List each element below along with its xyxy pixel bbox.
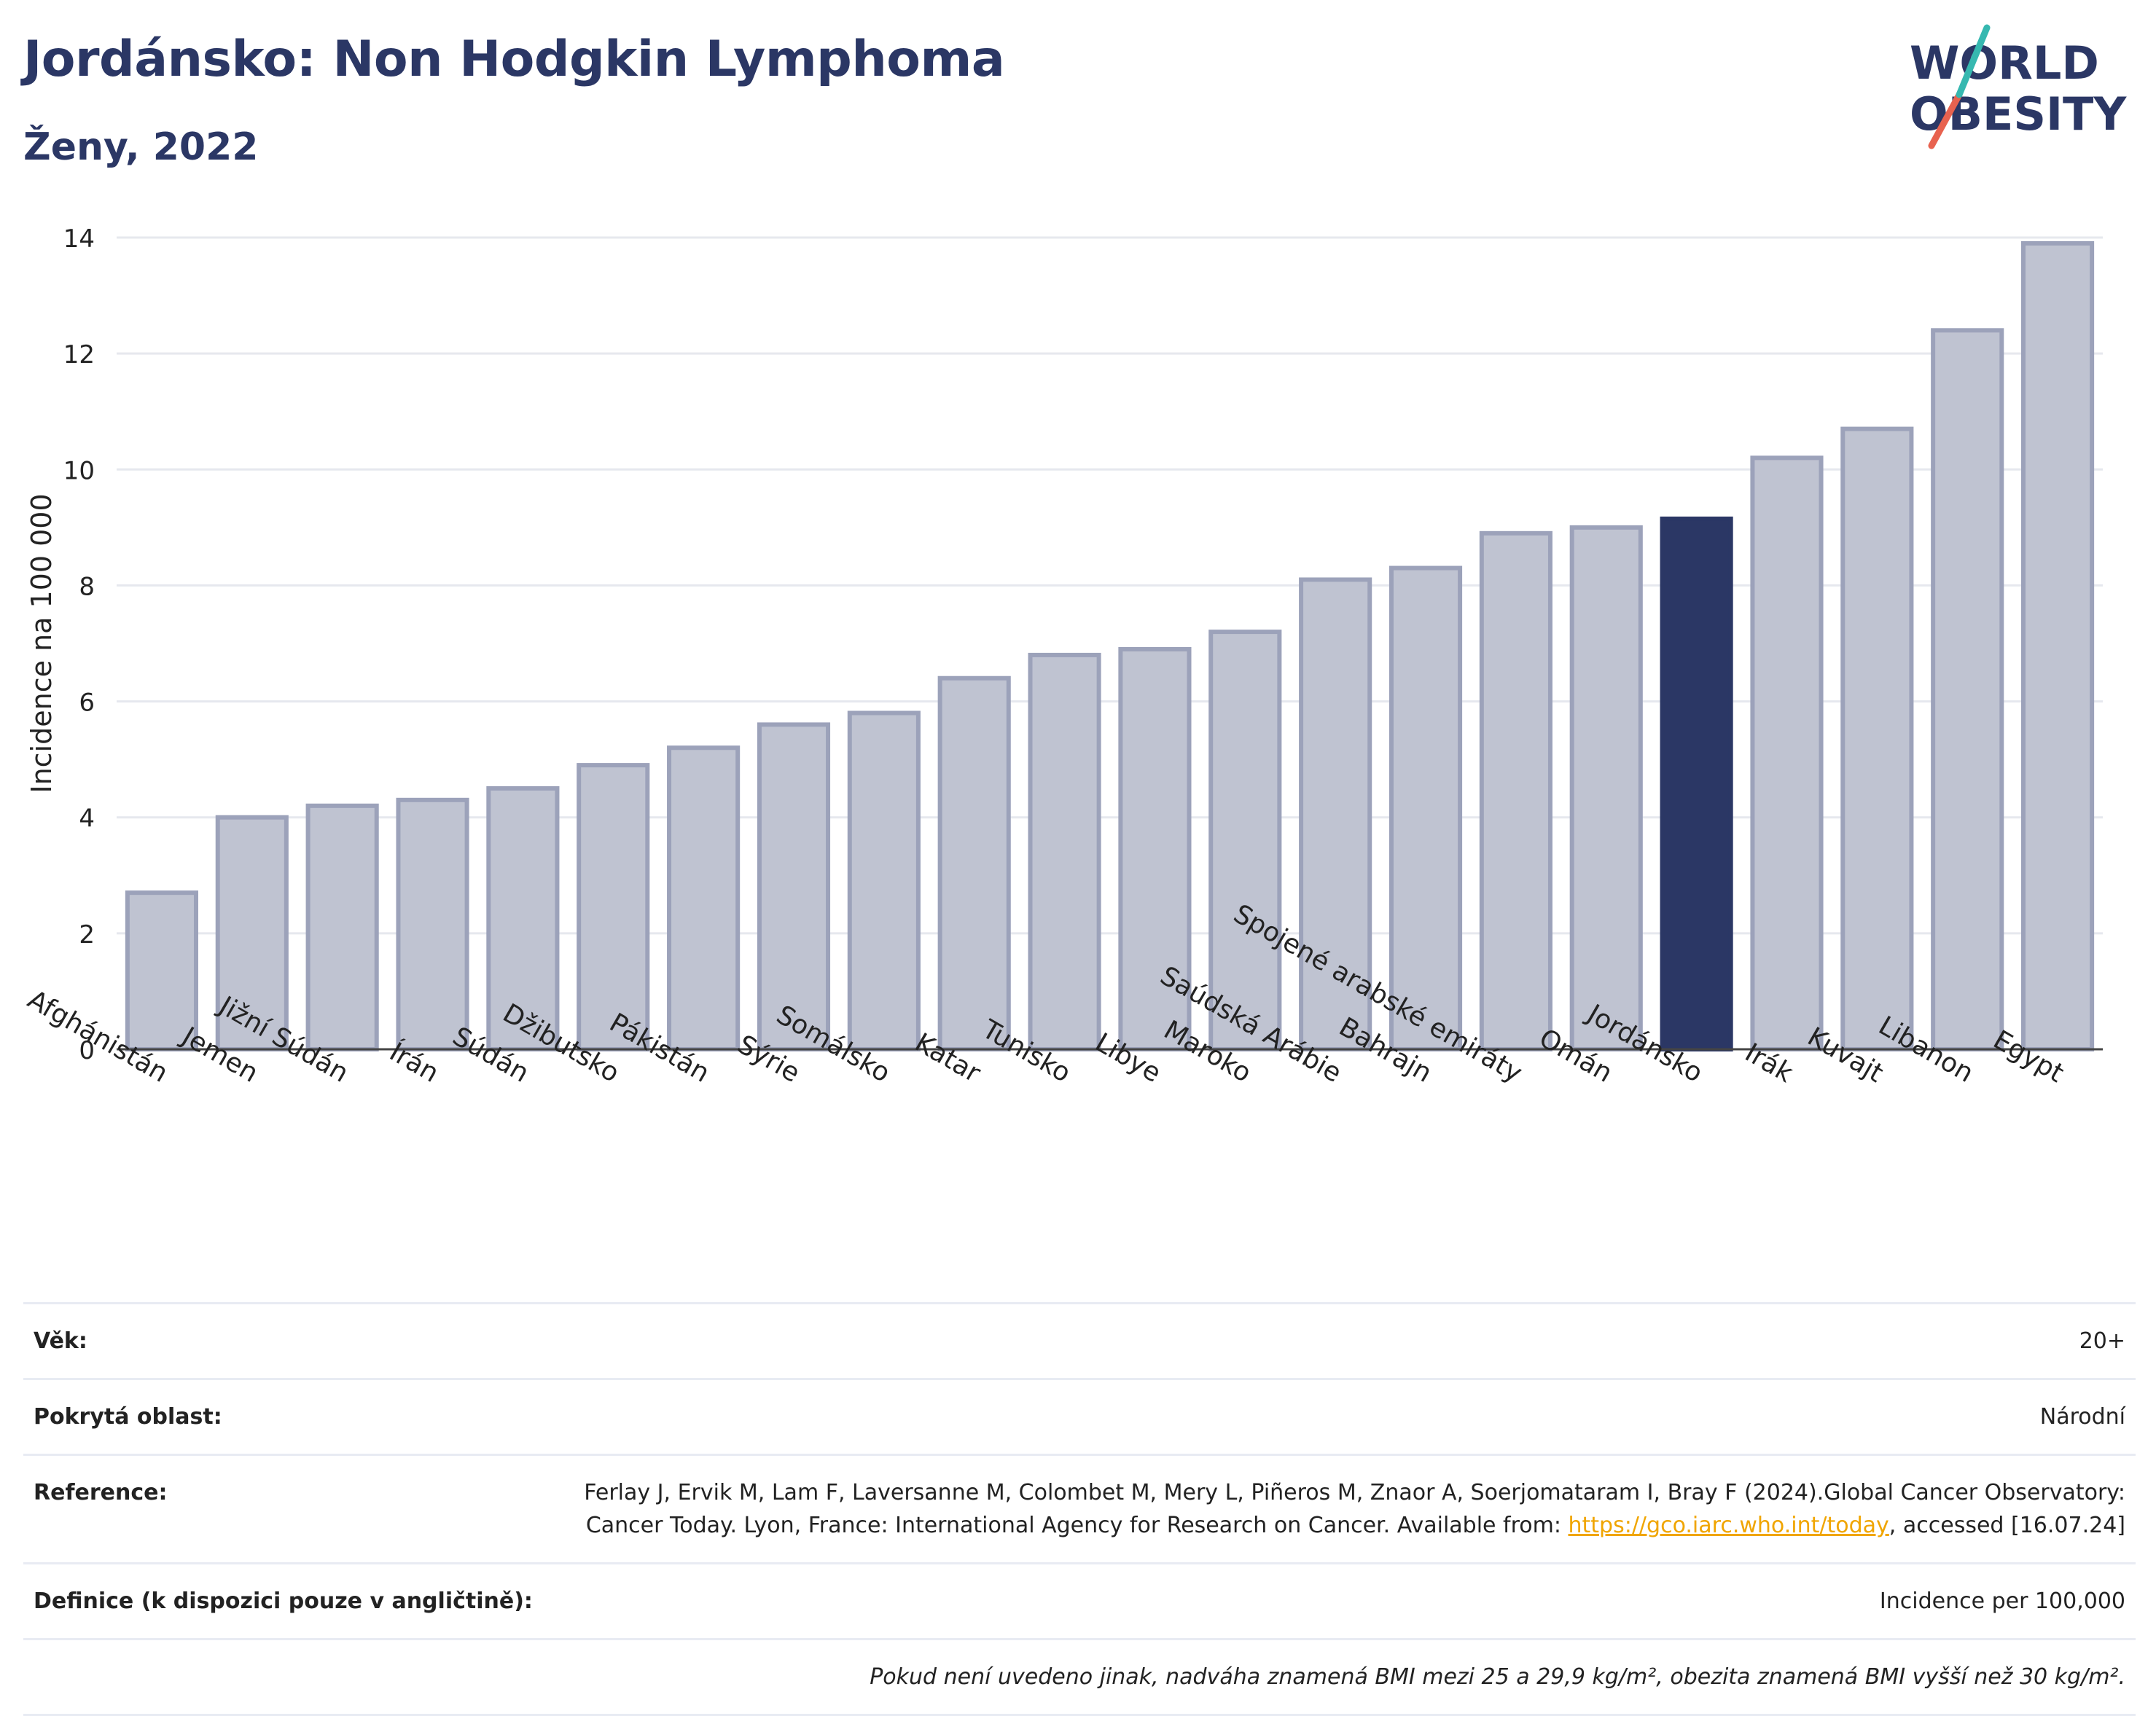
area-value: Národní	[569, 1378, 2136, 1455]
bar	[847, 710, 921, 1051]
info-table: Věk: 20+ Pokrytá oblast: Národní Referen…	[23, 1302, 2136, 1716]
info-row-definition: Definice (k dispozici pouze v angličtině…	[23, 1562, 2136, 1639]
info-row-area: Pokrytá oblast: Národní	[23, 1378, 2136, 1455]
bar-highlighted	[1660, 516, 1733, 1051]
definition-value: Incidence per 100,000	[569, 1562, 2136, 1639]
y-tick-label: 8	[79, 572, 95, 601]
y-tick-label: 0	[79, 1036, 95, 1065]
y-tick-label: 10	[63, 456, 95, 485]
info-row-age: Věk: 20+	[23, 1302, 2136, 1379]
reference-text-2: , accessed [16.07.24]	[1889, 1513, 2125, 1538]
bar	[125, 890, 198, 1052]
bar	[305, 803, 379, 1051]
y-axis-label: Incidence na 100 000	[26, 493, 58, 793]
bar	[1388, 565, 1463, 1051]
area-label: Pokrytá oblast:	[23, 1378, 569, 1455]
bar	[1479, 530, 1552, 1052]
bar	[486, 785, 560, 1052]
chart-title: Jordánsko: Non Hodgkin Lymphoma	[23, 31, 1005, 88]
info-row-reference: Reference: Ferlay J, Ervik M, Lam F, Lav…	[23, 1454, 2136, 1564]
y-tick-label: 14	[63, 224, 95, 254]
bar	[1299, 577, 1372, 1051]
reference-label: Reference:	[23, 1454, 569, 1564]
age-label: Věk:	[23, 1302, 569, 1379]
bar	[1840, 426, 1914, 1052]
age-value: 20+	[569, 1302, 2136, 1379]
y-tick-label: 4	[79, 804, 95, 834]
bar	[937, 675, 1011, 1051]
bar	[1028, 652, 1101, 1051]
reference-link[interactable]: https://gco.iarc.who.int/today	[1568, 1513, 1889, 1538]
bar	[1569, 525, 1643, 1052]
bar	[667, 745, 741, 1051]
reference-text-1: Ferlay J, Ervik M, Lam F, Laversanne M, …	[584, 1480, 2125, 1538]
y-tick-label: 12	[63, 340, 95, 369]
definition-label: Definice (k dispozici pouze v angličtině…	[23, 1562, 569, 1639]
bar	[2021, 240, 2095, 1051]
bars	[125, 240, 2095, 1052]
bar	[1208, 630, 1282, 1051]
bar	[396, 797, 469, 1051]
y-tick-label: 2	[79, 920, 95, 949]
y-tick-label: 6	[79, 689, 95, 718]
world-obesity-logo: WORLD OBESITY	[1910, 24, 2127, 149]
logo-line1: WORLD	[1910, 36, 2099, 90]
reference-value: Ferlay J, Ervik M, Lam F, Laversanne M, …	[569, 1454, 2136, 1564]
bar	[1750, 455, 1824, 1052]
bar	[215, 815, 289, 1051]
bar	[757, 722, 831, 1052]
bar	[577, 763, 650, 1051]
y-tick-labels: 0 2 4 6 8 10 12 14	[63, 224, 95, 1065]
chart-subtitle: Ženy, 2022	[23, 125, 259, 169]
bar	[1931, 328, 2004, 1052]
